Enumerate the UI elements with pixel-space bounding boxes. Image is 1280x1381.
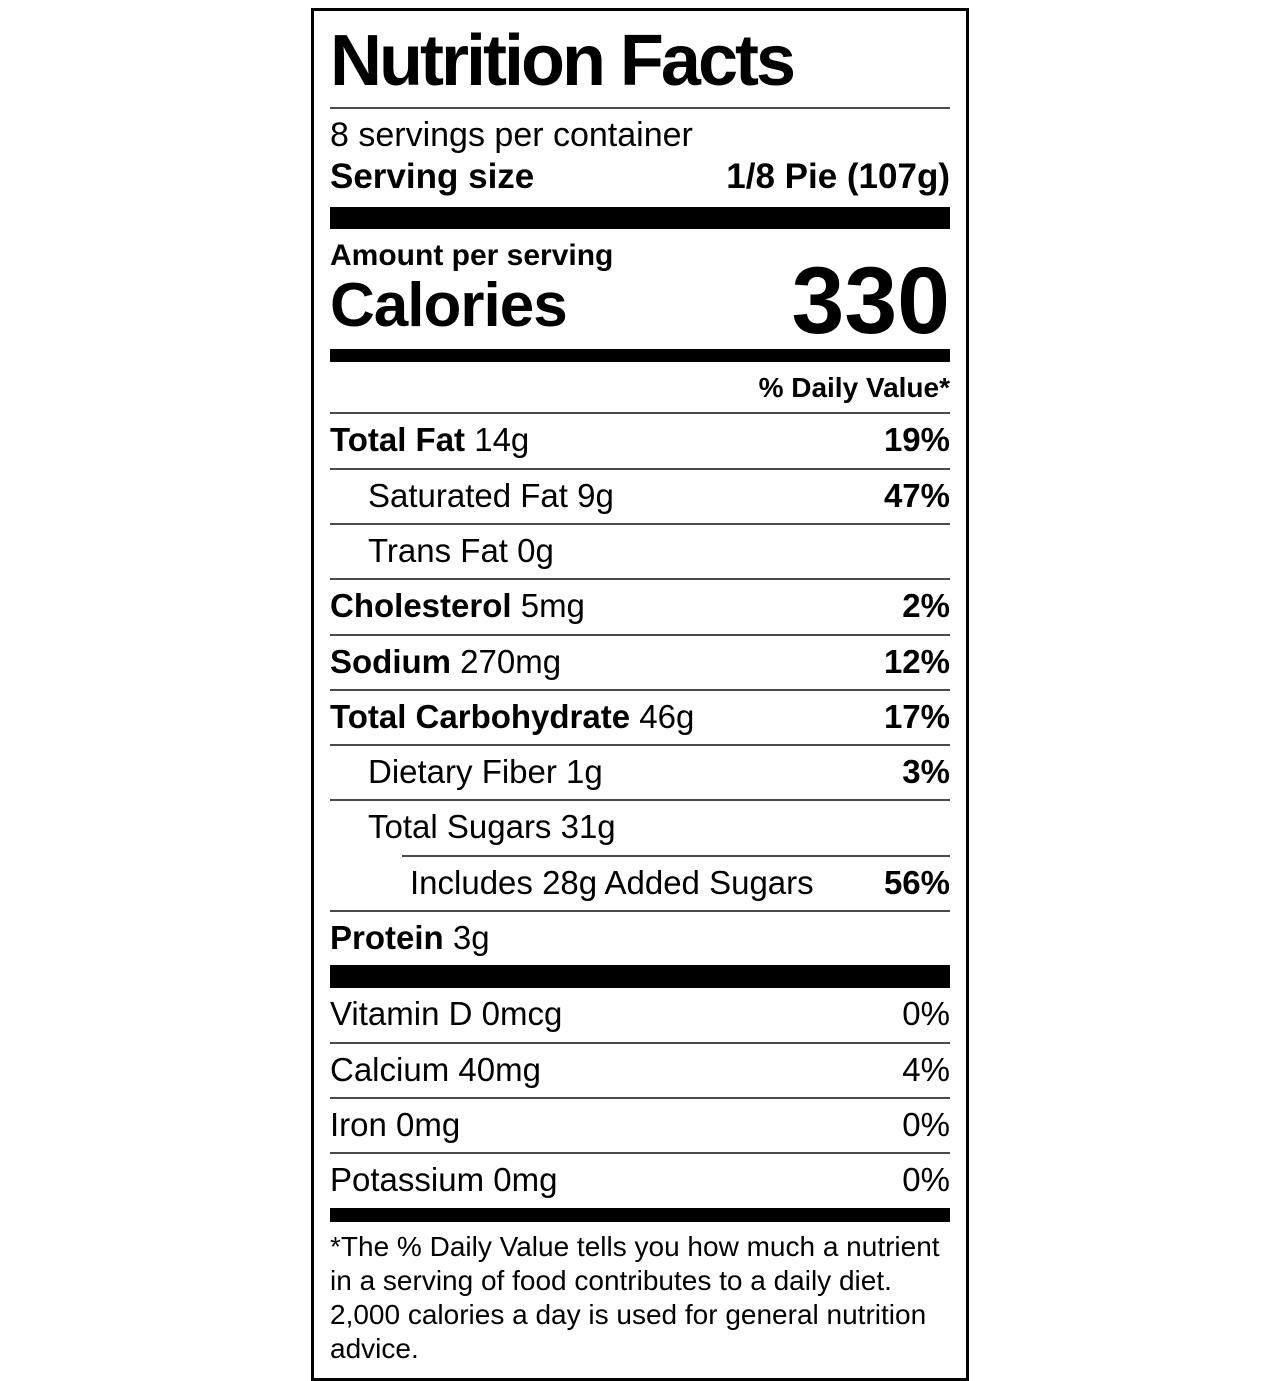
nutrient-row-daily-value: 56% <box>883 863 950 901</box>
label-title: Nutrition Facts <box>330 21 796 101</box>
vitamin-row-amount: 40mg <box>449 1050 541 1088</box>
nutrient-row-name: Total Sugars <box>368 808 552 846</box>
nutrient-row-text: Total Fat 14g <box>330 422 529 458</box>
nutrient-row-daily-value: 12% <box>883 642 950 680</box>
nutrient-row-text: Protein 3g <box>330 919 490 957</box>
nutrient-row-name: Includes 28g Added Sugars <box>410 863 814 901</box>
nutrient-row-text: Cholesterol 5mg <box>330 588 585 624</box>
nutrient-row-name: Sodium <box>330 642 451 680</box>
separator-bar-medium <box>330 349 950 363</box>
nutrient-row: Dietary Fiber 1g 3% <box>330 744 950 799</box>
nutrient-row-name: Protein <box>330 919 444 957</box>
vitamin-row-daily-value: 0% <box>902 1161 950 1199</box>
serving-size-value: 1/8 Pie (107g) <box>726 157 950 197</box>
nutrient-row: Total Sugars 31g <box>330 799 950 854</box>
daily-value-footnote: *The % Daily Value tells you how much a … <box>330 1230 940 1365</box>
separator-bar-thin <box>330 1207 950 1222</box>
vitamin-row-name: Calcium <box>330 1050 450 1088</box>
nutrient-row-name: Total Carbohydrate <box>330 697 631 735</box>
nutrient-row-amount: 9g <box>567 476 614 514</box>
nutrient-row: Trans Fat 0g <box>330 522 950 578</box>
vitamin-row-text: Iron 0mg <box>330 1105 461 1143</box>
nutrient-row: Protein 3g <box>330 910 950 965</box>
nutrient-row-amount: 1g <box>556 753 603 791</box>
nutrient-row-amount: 31g <box>551 808 616 846</box>
nutrient-row-daily-value: 2% <box>902 587 950 625</box>
nutrient-row-name: Total Fat <box>330 421 466 459</box>
vitamin-row-amount: 0mcg <box>472 995 563 1033</box>
vitamin-row: Vitamin D 0mcg 0% <box>330 988 950 1041</box>
calories-value: 330 <box>791 248 950 355</box>
nutrient-row-daily-value: 3% <box>902 753 950 791</box>
nutrient-row: Total Carbohydrate 46g 17% <box>330 688 950 744</box>
vitamin-row-text: Potassium 0mg <box>330 1162 557 1198</box>
nutrient-row-daily-value: 47% <box>883 476 950 514</box>
nutrient-row: Total Fat 14g 19% <box>330 412 950 467</box>
amount-per-serving-label: Amount per serving <box>330 238 614 272</box>
serving-size-label: Serving size <box>330 157 535 197</box>
vitamin-row-name: Potassium <box>330 1161 485 1199</box>
serving-size-row: Serving size 1/8 Pie (107g) <box>330 156 950 207</box>
vitamin-row-amount: 0mg <box>484 1161 558 1199</box>
nutrient-row-name: Cholesterol <box>330 587 512 625</box>
nutrient-row-amount: 14g <box>465 421 530 459</box>
calories-section: Amount per serving Calories 330 <box>330 229 950 350</box>
vitamin-row: Calcium 40mg 4% <box>330 1041 950 1097</box>
nutrient-row: Cholesterol 5mg 2% <box>330 578 950 633</box>
vitamin-row-daily-value: 4% <box>902 1050 950 1088</box>
servings-per-container: 8 servings per container <box>330 116 693 154</box>
nutrient-row-text: Trans Fat 0g <box>368 531 554 569</box>
nutrient-row-amount: 5mg <box>511 587 585 625</box>
nutrient-row-text: Total Sugars 31g <box>368 809 616 845</box>
vitamin-row-amount: 0mg <box>386 1105 461 1143</box>
vitamin-rows: Vitamin D 0mcg 0% Calcium 40mg 4% Iron 0mg 0%… <box>330 988 950 1207</box>
calories-left-column: Amount per serving Calories <box>330 239 613 338</box>
nutrient-row-daily-value: 19% <box>883 421 950 459</box>
vitamin-row-name: Vitamin D <box>330 995 473 1033</box>
nutrient-row-amount: 270mg <box>451 642 562 680</box>
vitamin-row-text: Calcium 40mg <box>330 1050 541 1088</box>
daily-value-header: % Daily Value* <box>758 372 950 404</box>
nutrient-row-name: Saturated Fat <box>368 476 568 514</box>
nutrient-row-text: Saturated Fat 9g <box>368 476 614 514</box>
nutrient-row-text: Total Carbohydrate 46g <box>330 697 695 735</box>
nutrient-row-text: Dietary Fiber 1g <box>368 754 603 790</box>
nutrient-row-name: Dietary Fiber <box>368 753 557 791</box>
nutrient-row-daily-value: 17% <box>883 697 950 735</box>
vitamin-row-daily-value: 0% <box>902 995 950 1033</box>
nutrient-row: Sodium 270mg 12% <box>330 633 950 689</box>
nutrient-row-text: Includes 28g Added Sugars <box>410 863 814 901</box>
nutrition-facts-label: Nutrition Facts 8 servings per container… <box>311 8 969 1381</box>
nutrient-row-amount: 0g <box>507 531 554 569</box>
nutrient-row: Saturated Fat 9g 47% <box>330 467 950 523</box>
title-divider <box>330 107 950 109</box>
vitamin-row-text: Vitamin D 0mcg <box>330 996 562 1032</box>
vitamin-row-daily-value: 0% <box>902 1105 950 1143</box>
nutrient-row-text: Sodium 270mg <box>330 642 562 680</box>
separator-bar-thick <box>330 206 950 229</box>
separator-bar-thick-2 <box>330 965 950 989</box>
calories-label: Calories <box>330 271 568 341</box>
vitamin-row: Potassium 0mg 0% <box>330 1152 950 1207</box>
vitamin-row: Iron 0mg 0% <box>330 1096 950 1152</box>
nutrient-row: Includes 28g Added Sugars 56% <box>330 854 950 910</box>
nutrient-row-amount: 3g <box>443 919 490 957</box>
nutrient-row-name: Trans Fat <box>368 531 508 569</box>
nutrient-rows: Total Fat 14g 19% Saturated Fat 9g 47% Trans… <box>330 412 950 965</box>
vitamin-row-name: Iron <box>330 1105 387 1143</box>
nutrient-row-amount: 46g <box>630 697 695 735</box>
